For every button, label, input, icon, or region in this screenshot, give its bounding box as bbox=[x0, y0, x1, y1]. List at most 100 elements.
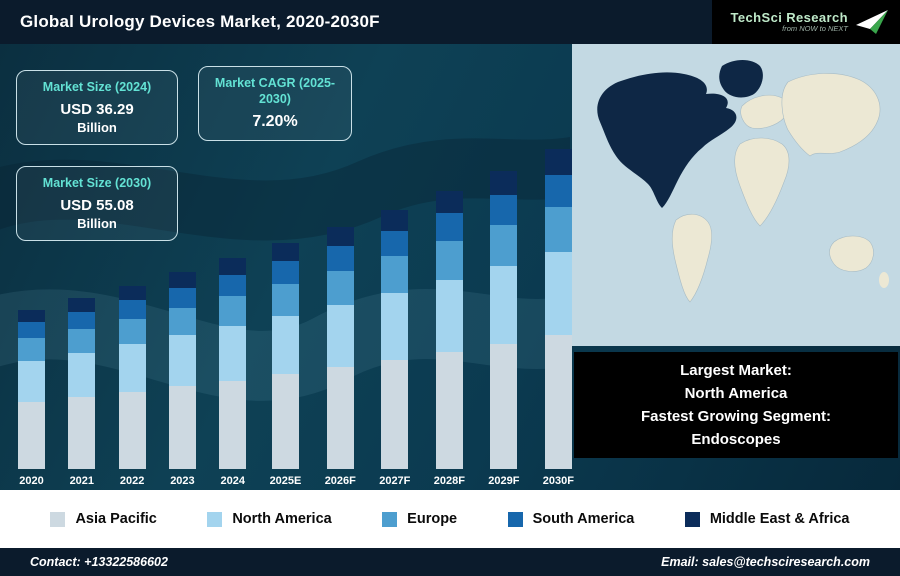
x-axis-label-2020: 2020 bbox=[19, 475, 44, 487]
bar-segment-middle-east-africa bbox=[381, 209, 409, 231]
bar-2027F: 2027F bbox=[379, 209, 411, 488]
box-unit: Billion bbox=[77, 215, 117, 231]
logo-text: TechSci Research from NOW to NEXT bbox=[731, 10, 848, 34]
map-asia bbox=[781, 73, 881, 157]
chart-area: Market Size (2024) USD 36.29 Billion Mar… bbox=[0, 44, 900, 490]
bar-2020: 2020 bbox=[18, 309, 45, 488]
world-map-svg bbox=[572, 44, 900, 346]
bar-segment-south-america bbox=[381, 230, 409, 257]
legend-item-asia-pacific: Asia Pacific bbox=[50, 511, 157, 527]
bar-stack-2024 bbox=[219, 258, 247, 469]
x-axis-label-2026F: 2026F bbox=[324, 475, 356, 487]
x-axis-label-2025E: 2025E bbox=[269, 475, 302, 487]
paper-plane-icon bbox=[856, 10, 888, 34]
bar-segment-europe bbox=[381, 256, 409, 293]
map-australia bbox=[829, 235, 874, 272]
bar-segment-europe bbox=[68, 328, 96, 353]
bar-segment-europe bbox=[18, 338, 45, 361]
bar-segment-north-america bbox=[544, 251, 572, 335]
bar-segment-north-america bbox=[18, 360, 45, 402]
bar-segment-south-america bbox=[68, 311, 96, 329]
bar-segment-europe bbox=[435, 241, 463, 281]
legend-item-south-america: South America bbox=[507, 511, 635, 527]
bar-stack-2028F bbox=[435, 191, 463, 469]
bar-segment-south-america bbox=[271, 261, 299, 285]
market-size-2024-box: Market Size (2024) USD 36.29 Billion bbox=[16, 70, 178, 145]
footer-bar: Contact: +13322586602 Email: sales@techs… bbox=[0, 548, 900, 576]
legend-label: South America bbox=[532, 511, 635, 527]
bar-segment-europe bbox=[168, 307, 196, 336]
bar-2030F: 2030F bbox=[543, 149, 574, 488]
map-north-america bbox=[597, 72, 737, 208]
bar-segment-north-america bbox=[490, 266, 518, 344]
bar-segment-north-america bbox=[168, 335, 196, 387]
callout-line: North America bbox=[684, 384, 788, 402]
legend-item-north-america: North America bbox=[207, 511, 332, 527]
bar-stack-2026F bbox=[326, 227, 354, 469]
bar-segment-north-america bbox=[118, 344, 146, 392]
bar-segment-middle-east-africa bbox=[271, 243, 299, 262]
bar-chart: 2020 2021 2022 2023 2024 2025E 2026F 2027F 2028F… bbox=[10, 68, 582, 488]
legend-label: Europe bbox=[407, 511, 458, 527]
bar-segment-europe bbox=[326, 270, 354, 305]
bar-segment-europe bbox=[544, 207, 572, 252]
legend-label: Asia Pacific bbox=[75, 511, 157, 527]
bar-segment-middle-east-africa bbox=[168, 272, 196, 289]
world-map bbox=[572, 44, 900, 346]
bar-stack-2020 bbox=[18, 309, 45, 469]
bar-segment-middle-east-africa bbox=[326, 227, 354, 247]
box-value: USD 55.08 bbox=[60, 196, 134, 214]
footer-email: Email: sales@techsciresearch.com bbox=[661, 555, 870, 569]
bar-segment-asia-pacific bbox=[435, 352, 463, 469]
bar-segment-north-america bbox=[435, 280, 463, 353]
bar-stack-2023 bbox=[168, 272, 196, 469]
bar-2026F: 2026F bbox=[325, 227, 356, 488]
bar-segment-south-america bbox=[326, 246, 354, 271]
bar-segment-europe bbox=[271, 284, 299, 316]
bar-segment-asia-pacific bbox=[381, 360, 409, 469]
bar-segment-south-america bbox=[219, 275, 247, 297]
bar-segment-middle-east-africa bbox=[435, 191, 463, 214]
x-axis-label-2029F: 2029F bbox=[488, 475, 520, 487]
bar-2022: 2022 bbox=[118, 285, 146, 488]
bar-segment-europe bbox=[118, 318, 146, 345]
bar-segment-south-america bbox=[490, 194, 518, 225]
bar-segment-middle-east-africa bbox=[68, 297, 96, 312]
bar-segment-north-america bbox=[271, 315, 299, 375]
x-axis-label-2030F: 2030F bbox=[542, 475, 574, 487]
legend-swatch-south-america bbox=[507, 511, 523, 527]
bar-segment-south-america bbox=[18, 322, 45, 339]
bar-segment-south-america bbox=[435, 213, 463, 242]
bar-segment-south-america bbox=[118, 300, 146, 319]
bar-segment-europe bbox=[490, 224, 518, 267]
legend-item-middle-east-africa: Middle East & Africa bbox=[684, 511, 850, 527]
x-axis-label-2024: 2024 bbox=[220, 475, 245, 487]
callout-line: Fastest Growing Segment: bbox=[640, 408, 832, 425]
box-title: Market Size (2030) bbox=[42, 176, 152, 190]
callout-line: Largest Market: bbox=[680, 361, 792, 379]
bar-2029F: 2029F bbox=[488, 170, 520, 488]
legend-swatch-asia-pacific bbox=[50, 511, 66, 527]
bar-2024: 2024 bbox=[219, 258, 247, 488]
x-axis-label-2028F: 2028F bbox=[433, 475, 465, 487]
legend-swatch-middle-east-africa bbox=[684, 511, 700, 527]
bar-stack-2025E bbox=[271, 243, 299, 469]
bar-segment-south-america bbox=[544, 175, 572, 208]
bar-segment-middle-east-africa bbox=[219, 258, 247, 276]
legend-label: North America bbox=[232, 511, 332, 527]
bar-segment-asia-pacific bbox=[544, 334, 572, 469]
map-south-america bbox=[671, 213, 713, 303]
market-cagr-box: Market CAGR (2025-2030) 7.20% bbox=[198, 66, 352, 142]
bar-segment-middle-east-africa bbox=[544, 149, 572, 176]
legend-swatch-europe bbox=[382, 511, 398, 527]
bar-segment-north-america bbox=[68, 352, 96, 398]
legend-swatch-north-america bbox=[207, 511, 223, 527]
x-axis-label-2027F: 2027F bbox=[379, 475, 411, 487]
bar-segment-asia-pacific bbox=[68, 397, 96, 469]
bar-segment-south-america bbox=[168, 288, 196, 308]
bar-segment-middle-east-africa bbox=[490, 170, 518, 195]
bar-segment-middle-east-africa bbox=[18, 309, 45, 323]
bar-segment-asia-pacific bbox=[271, 374, 299, 469]
bar-segment-north-america bbox=[219, 325, 247, 381]
